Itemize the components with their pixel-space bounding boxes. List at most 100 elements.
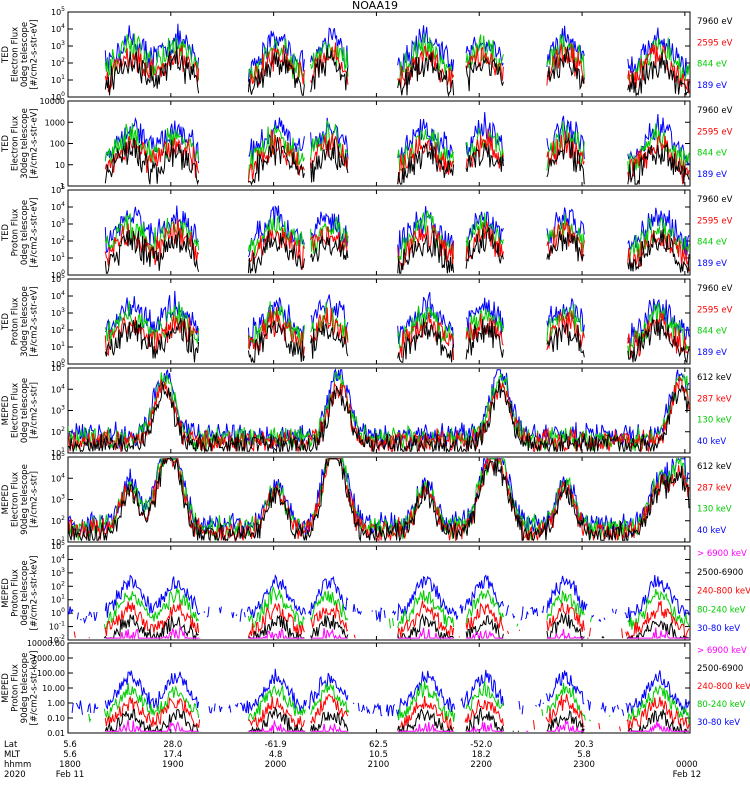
y-axis-label: Proton Flux (11, 209, 21, 257)
y-tick-label: 10-1 (49, 621, 65, 632)
legend-entry: 287 keV (697, 394, 732, 404)
series-line (103, 586, 690, 630)
y-tick-label: 10 (55, 161, 65, 170)
y-axis-label: TED (1, 312, 11, 331)
x-tick-mlt: 4.8 (269, 750, 283, 760)
y-tick-label: 100.00 (37, 669, 65, 678)
panel-5: 101 102 103 104 105 MEPED Electron Flux 0deg te… (1, 362, 732, 458)
y-axis-label: Electron Flux (11, 472, 21, 527)
x-tick-mlt: 17.4 (163, 750, 182, 760)
series-line (104, 46, 690, 97)
y-axis-label: TED (1, 45, 11, 64)
chart-title: NOAA19 (352, 0, 398, 12)
trace-group (71, 668, 690, 733)
y-tick-label: 1000.00 (32, 654, 65, 663)
y-tick-label: 105 (51, 273, 65, 284)
legend-entry: 7960 eV (697, 17, 733, 27)
legend-entry: 2595 eV (697, 38, 733, 48)
y-tick-label: 101 (51, 447, 65, 458)
panel-frame (67, 11, 691, 98)
y-tick-label: 102 (51, 57, 65, 68)
y-axis-label: Proton Flux (11, 664, 21, 712)
y-tick-label: 100 (51, 607, 65, 618)
y-axis-label: Proton Flux (11, 569, 21, 617)
panel-frame (67, 545, 691, 641)
panel-7: 10-2 10-1 100 101 102 103 104 105 MEPED Proton Fl… (1, 540, 750, 645)
panel-frame (67, 100, 691, 187)
legend-entry: > 6900 keV (697, 646, 747, 656)
legend-entry: 240-800 keV (697, 682, 750, 692)
series-line (68, 371, 690, 452)
y-tick-label: 102 (51, 324, 65, 335)
y-tick-label: 10000.00 (27, 639, 65, 648)
trace-group (68, 368, 690, 453)
legend-entry: 80-240 keV (697, 700, 746, 710)
y-axis-label: 30deg telescope (20, 286, 30, 357)
x-row-label: 2020 (4, 770, 26, 780)
y-tick-label: 100 (51, 358, 65, 369)
y-tick-label: 1 (60, 182, 65, 191)
x-tick-date: Feb 12 (673, 770, 702, 780)
legend-entry: 7960 eV (697, 195, 733, 205)
legend-entry: 7960 eV (697, 284, 733, 294)
x-tick-hhmm: 2200 (470, 760, 492, 770)
legend-entry: 2500-6900 (697, 664, 743, 674)
x-tick-hhmm: 2300 (573, 760, 595, 770)
y-tick-label: 104 (51, 290, 65, 301)
legend-entry: 612 keV (697, 462, 732, 472)
legend-entry: 612 keV (697, 373, 732, 383)
y-axis-label: [#/cm2-s-str-keV] (30, 556, 40, 631)
x-tick-hhmm: 2100 (368, 760, 390, 770)
y-axis-label: [#/cm2-s-str-eV] (30, 108, 40, 178)
y-axis-label: MEPED (1, 578, 11, 608)
series-line (104, 218, 690, 272)
y-axis-label: 0deg telescope (20, 200, 30, 265)
series-line (104, 120, 690, 179)
y-tick-label: 102 (51, 515, 65, 526)
x-tick-hhmm: 0000 (676, 760, 698, 770)
panel-6: 101 102 103 104 105 MEPED Electron Flux 90deg t… (1, 451, 732, 547)
panel-frame (67, 278, 691, 365)
y-axis-label: [#/cm2-s-str] (30, 382, 40, 439)
legend-entry: 189 eV (697, 170, 727, 180)
y-tick-label: 104 (51, 472, 65, 483)
legend-entry: 7960 eV (697, 106, 733, 116)
legend-entry: 189 eV (697, 348, 727, 358)
legend-entry: 844 eV (697, 327, 727, 337)
y-tick-label: 0.10 (47, 714, 65, 723)
y-tick-label: 104 (51, 383, 65, 394)
series-line (68, 458, 690, 542)
legend-entry: 844 eV (697, 60, 727, 70)
y-tick-label: 101 (51, 594, 65, 605)
y-axis-label: [#/cm2-s-str-eV] (30, 286, 40, 356)
series-line (68, 379, 690, 453)
trace-group (104, 23, 690, 97)
series-line (105, 290, 690, 348)
legend-entry: 130 keV (697, 416, 732, 426)
y-tick-label: 1000 (45, 118, 65, 127)
panel-4: 100 101 102 103 104 105 TED Proton Flux 30deg te… (1, 273, 733, 369)
legend-entry: 189 eV (697, 259, 727, 269)
y-axis-label: [#/cm2-s-str] (30, 471, 40, 528)
x-tick-mlt: 5.6 (63, 750, 77, 760)
panel-frame (67, 189, 691, 276)
y-tick-label: 102 (51, 580, 65, 591)
trace-group (68, 457, 690, 542)
legend-entry: 287 keV (697, 483, 732, 493)
trace-group (104, 290, 690, 364)
y-tick-label: 105 (51, 540, 65, 551)
y-axis-label: Proton Flux (11, 298, 21, 346)
x-tick-mlt: 10.5 (369, 750, 388, 760)
y-axis-label: Electron Flux (11, 383, 21, 438)
y-tick-label: 104 (51, 553, 65, 564)
y-tick-label: 103 (51, 405, 65, 416)
legend-entry: 30-80 keV (697, 624, 740, 634)
x-tick-hhmm: 1800 (59, 760, 81, 770)
y-tick-label: 102 (51, 235, 65, 246)
y-axis-label: 90deg telescope (20, 464, 30, 535)
legend-entry: 40 keV (697, 526, 726, 536)
series-line (105, 626, 689, 640)
legend-entry: 189 eV (697, 81, 727, 91)
x-tick-lat: -52.0 (470, 740, 492, 750)
y-tick-label: 101 (51, 536, 65, 547)
